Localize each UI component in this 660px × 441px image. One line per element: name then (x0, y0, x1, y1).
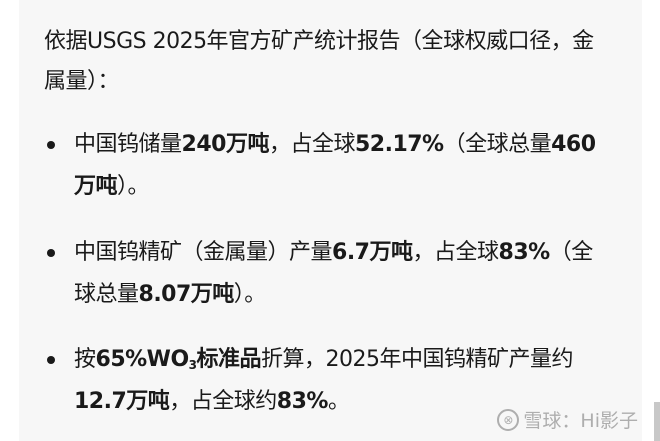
bold-text: 52.17% (354, 132, 444, 157)
bold-text: 65%WO (95, 347, 190, 372)
scrollbar[interactable] (654, 402, 660, 441)
bold-text: 8.07万吨 (138, 282, 235, 307)
list-item: 中国钨精矿（金属量）产量6.7万吨，占全球83%（全球总量8.07万吨）。 (47, 232, 614, 316)
text: （全球总量 (74, 240, 593, 307)
subscript: 3 (188, 358, 197, 372)
list-item: 按65%WO3标准品折算，2025年中国钨精矿产量约 12.7万吨，占全球约83%… (47, 339, 614, 423)
intro-paragraph: 依据USGS 2025年官方矿产统计报告（全球权威口径，金属量）： (44, 29, 594, 94)
watermark-text: 雪球：Hi影子 (523, 410, 638, 432)
text: 中国钨储量 (74, 132, 182, 157)
text: ）。 (117, 174, 150, 199)
bullet-icon (47, 141, 55, 149)
bold-text: 240万吨 (181, 132, 270, 157)
bold-text: 12.7万吨 (74, 389, 170, 414)
text: ）。 (233, 282, 267, 307)
bold-text: 标准品 (196, 347, 262, 372)
text: ，占全球 (268, 132, 356, 157)
text: 。 (327, 389, 350, 414)
bullet-icon (47, 249, 55, 257)
bold-text: 83% (498, 240, 551, 265)
xueqiu-logo-icon: ⊗ (497, 408, 520, 431)
text: 按 (74, 347, 96, 372)
bold-text: 6.7万吨 (332, 240, 413, 265)
text: ，占全球 (412, 240, 500, 265)
text: ，占全球约 (169, 389, 277, 414)
bold-text: 460万吨 (74, 132, 596, 199)
bold-text: 83% (276, 389, 329, 414)
watermark: ⊗ 雪球：Hi影子 (497, 406, 638, 433)
text: 折算，2025年中国钨精矿产量约 (261, 347, 574, 372)
text: （全球总量 (443, 132, 552, 157)
list-item: 中国钨储量240万吨，占全球52.17%（全球总量460万吨）。 (47, 124, 614, 208)
text: 中国钨精矿（金属量）产量 (74, 240, 333, 265)
bullet-icon (47, 356, 55, 364)
content-card (19, 0, 642, 441)
